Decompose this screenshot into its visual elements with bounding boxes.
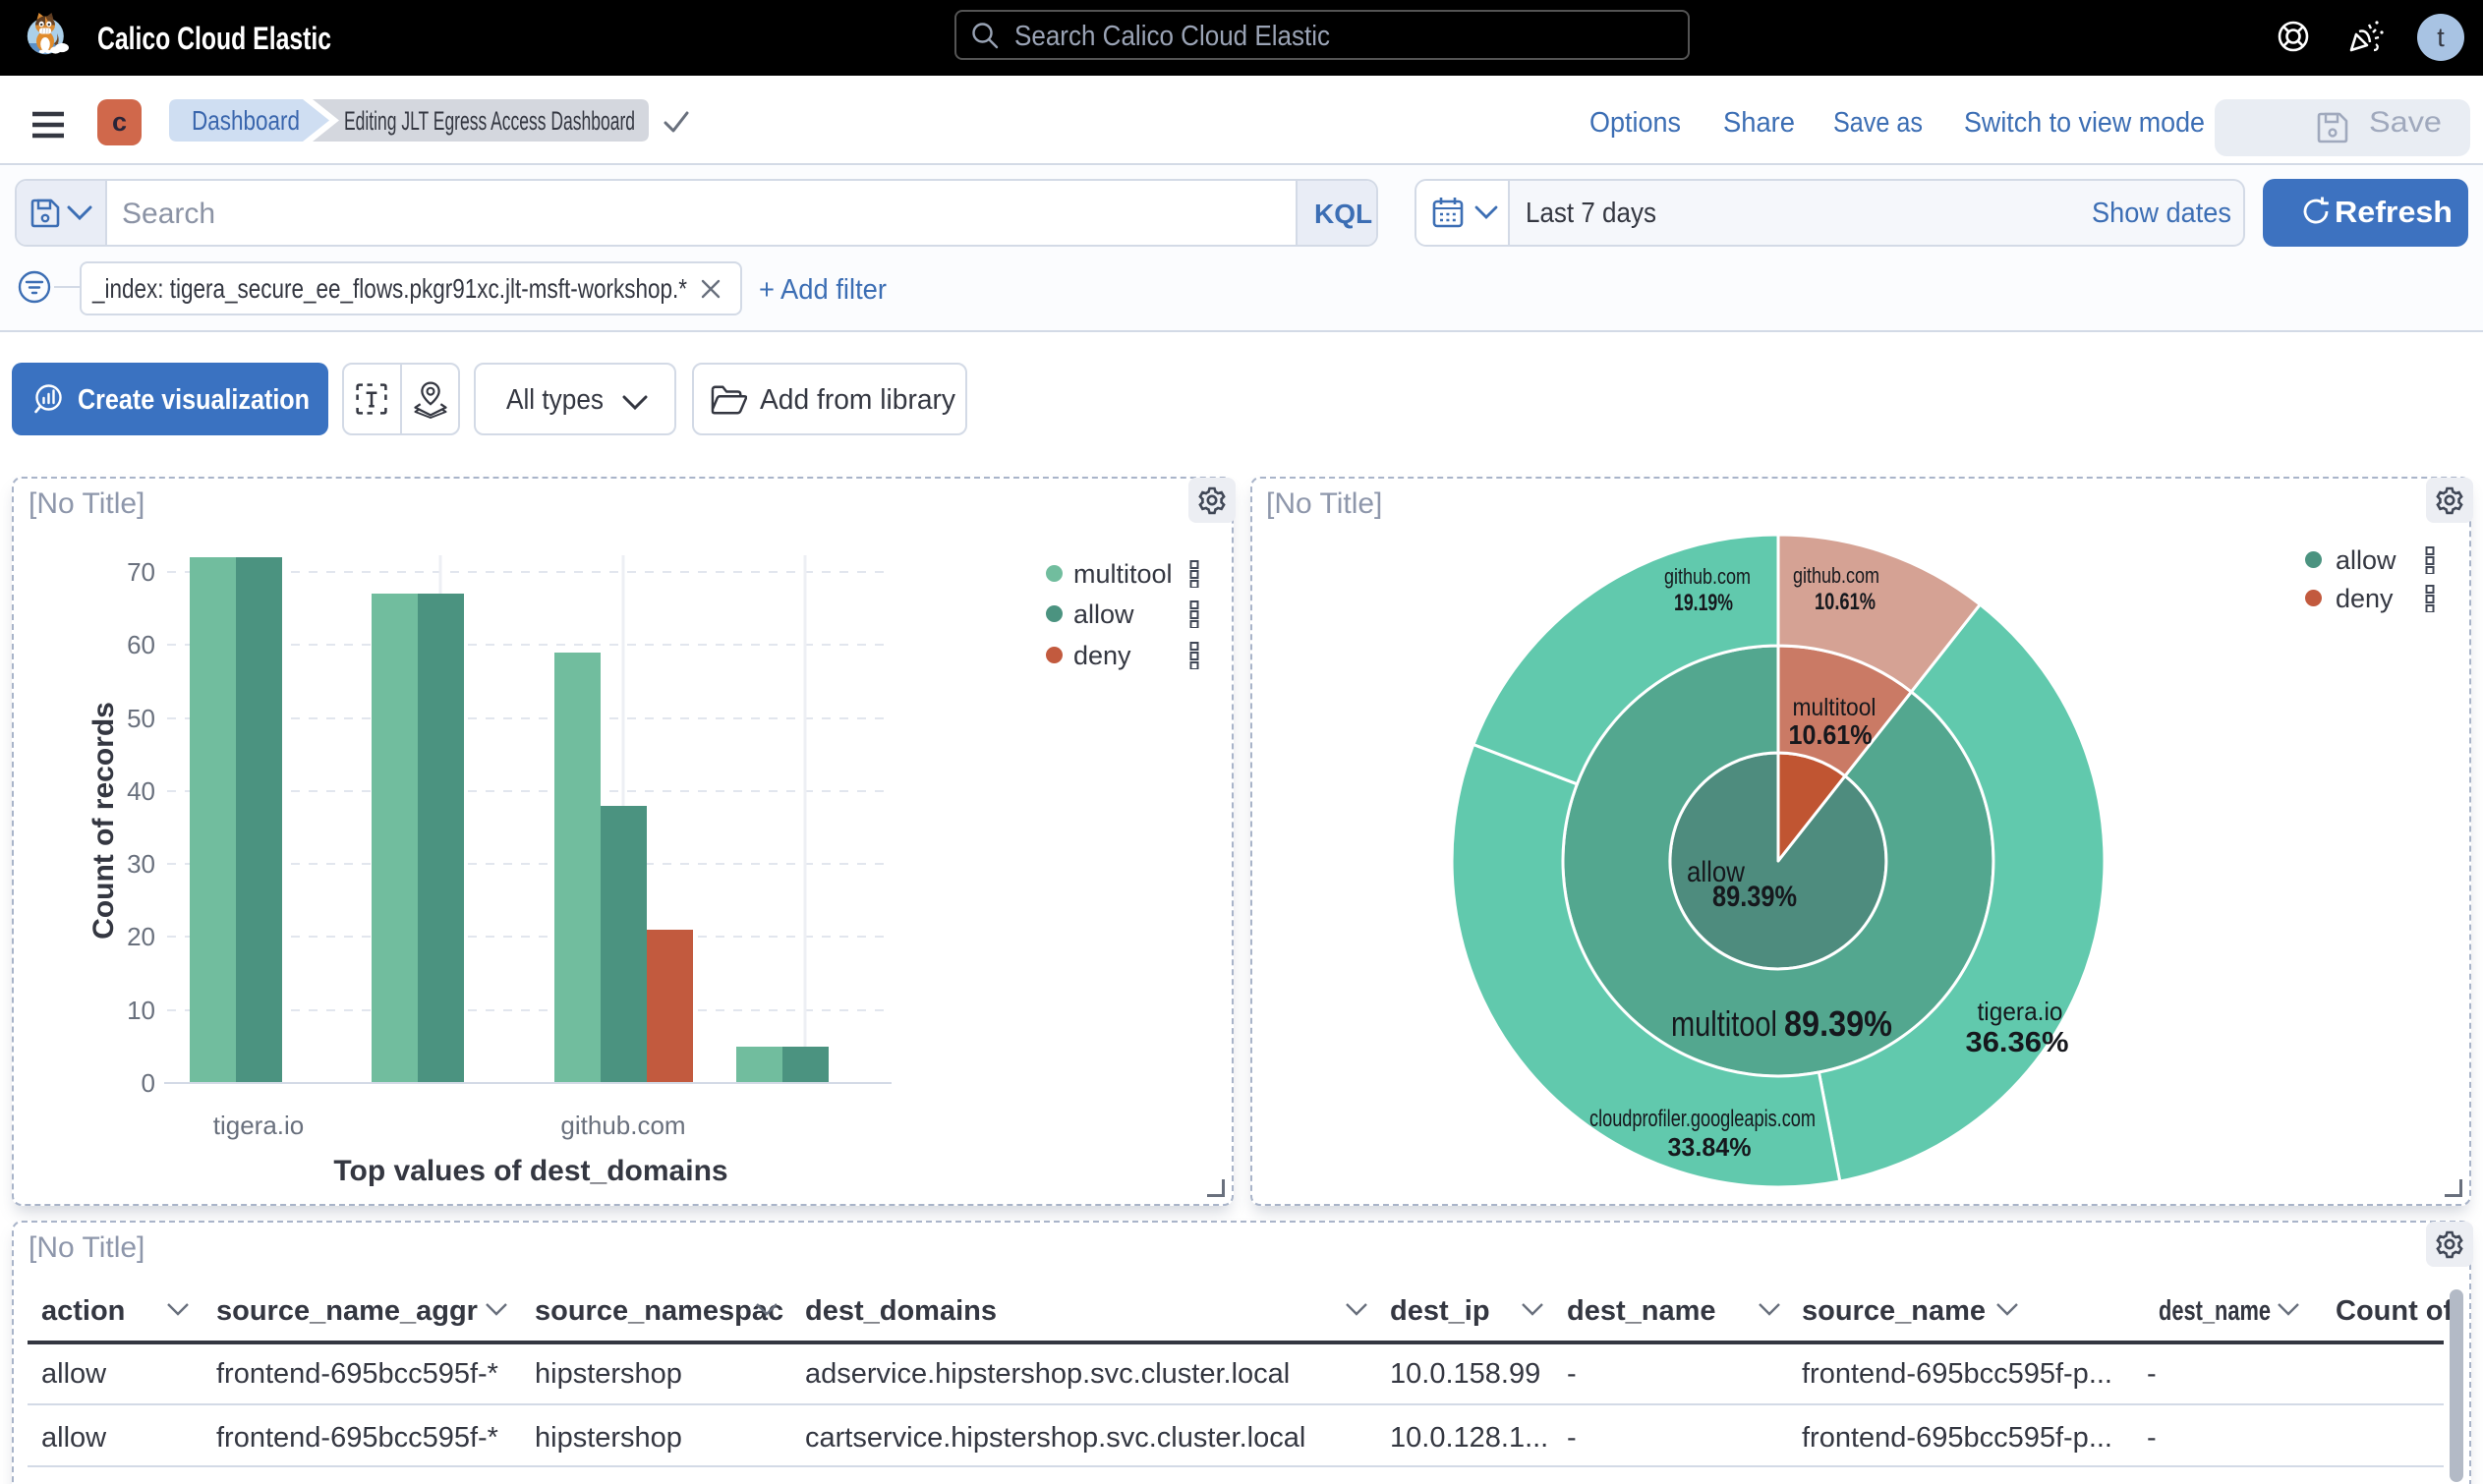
svg-text:10.61%: 10.61% xyxy=(1789,719,1873,750)
svg-text:Count of: Count of xyxy=(2336,1295,2454,1327)
svg-text:Switch to view mode: Switch to view mode xyxy=(1964,107,2205,139)
svg-text:dest_name: dest_name xyxy=(2159,1295,2271,1327)
svg-text:dest_name: dest_name xyxy=(1567,1295,1716,1327)
svg-text:10.0.128.1...: 10.0.128.1... xyxy=(1390,1422,1548,1454)
svg-text:Search Calico Cloud Elastic: Search Calico Cloud Elastic xyxy=(1014,21,1330,52)
svg-text:hipstershop: hipstershop xyxy=(535,1358,682,1390)
svg-text:cartservice.hipstershop.svc.cl: cartservice.hipstershop.svc.cluster.loca… xyxy=(805,1422,1305,1454)
svg-text:Calico Cloud Elastic: Calico Cloud Elastic xyxy=(97,21,331,56)
svg-text:frontend-695bcc595f-p...: frontend-695bcc595f-p... xyxy=(1802,1422,2112,1454)
svg-text:Top values of dest_domains: Top values of dest_domains xyxy=(333,1155,727,1187)
svg-text:dest_domains: dest_domains xyxy=(805,1295,997,1327)
svg-text:Dashboard: Dashboard xyxy=(192,105,300,136)
svg-text:40: 40 xyxy=(127,776,155,806)
svg-text:allow: allow xyxy=(41,1358,107,1390)
svg-text:source_namespac: source_namespac xyxy=(535,1295,783,1327)
svg-text:36.36%: 36.36% xyxy=(1966,1027,2069,1058)
svg-text:allow: allow xyxy=(1687,856,1745,888)
svg-text:60: 60 xyxy=(127,630,155,659)
svg-text:frontend-695bcc595f-*: frontend-695bcc595f-* xyxy=(216,1422,498,1454)
svg-text:Show dates: Show dates xyxy=(2092,198,2231,229)
svg-text:20: 20 xyxy=(127,922,155,951)
svg-text:frontend-695bcc595f-p...: frontend-695bcc595f-p... xyxy=(1802,1358,2112,1390)
svg-text:Last 7 days: Last 7 days xyxy=(1526,198,1656,229)
svg-text:Add from library: Add from library xyxy=(760,384,955,416)
svg-text:source_name_aggr: source_name_aggr xyxy=(216,1295,478,1327)
svg-text:action: action xyxy=(41,1295,125,1327)
svg-text:github.com: github.com xyxy=(1664,564,1751,589)
svg-text:github.com: github.com xyxy=(560,1111,685,1140)
svg-text:All types: All types xyxy=(506,384,604,416)
svg-text:tigera.io: tigera.io xyxy=(213,1111,305,1140)
svg-text:70: 70 xyxy=(127,557,155,587)
svg-text:0: 0 xyxy=(142,1068,155,1098)
svg-text:30: 30 xyxy=(127,849,155,879)
svg-text:Create visualization: Create visualization xyxy=(78,384,310,416)
svg-text:adservice.hipstershop.svc.clus: adservice.hipstershop.svc.cluster.local xyxy=(805,1358,1290,1390)
svg-text:-: - xyxy=(1567,1422,1577,1454)
svg-text:89.39%: 89.39% xyxy=(1712,881,1797,913)
svg-text:10.0.158.99: 10.0.158.99 xyxy=(1390,1358,1540,1390)
svg-text:multitool: multitool xyxy=(1793,694,1877,721)
svg-text:allow: allow xyxy=(41,1422,107,1454)
svg-text:frontend-695bcc595f-*: frontend-695bcc595f-* xyxy=(216,1358,498,1390)
svg-text:Save as: Save as xyxy=(1833,107,1923,139)
svg-text:Editing JLT Egress Access Dash: Editing JLT Egress Access Dashboard xyxy=(344,106,635,136)
svg-text:dest_ip: dest_ip xyxy=(1390,1295,1490,1327)
svg-text:19.19%: 19.19% xyxy=(1674,590,1733,616)
svg-text:10: 10 xyxy=(127,996,155,1025)
svg-text:cloudprofiler.googleapis.com: cloudprofiler.googleapis.com xyxy=(1589,1106,1816,1132)
svg-text:Count of records: Count of records xyxy=(87,702,120,940)
svg-text:tigera.io: tigera.io xyxy=(1978,997,2063,1026)
svg-text:+ Add filter: + Add filter xyxy=(759,274,887,306)
svg-text:-: - xyxy=(2147,1422,2157,1454)
svg-text:89.39%: 89.39% xyxy=(1784,1003,1892,1044)
svg-text:_index: tigera_secure_ee_flows: _index: tigera_secure_ee_flows.pkgr91xc.… xyxy=(91,273,687,304)
svg-text:source_name: source_name xyxy=(1802,1295,1986,1327)
svg-text:50: 50 xyxy=(127,704,155,733)
svg-text:-: - xyxy=(1567,1358,1577,1390)
svg-text:33.84%: 33.84% xyxy=(1668,1132,1752,1162)
svg-text:multitool: multitool xyxy=(1671,1003,1777,1044)
svg-text:Save: Save xyxy=(2369,106,2442,139)
svg-text:Refresh: Refresh xyxy=(2335,195,2453,229)
svg-text:github.com: github.com xyxy=(1793,563,1879,588)
svg-text:Options: Options xyxy=(1589,107,1681,139)
svg-text:Share: Share xyxy=(1723,107,1795,139)
svg-text:hipstershop: hipstershop xyxy=(535,1422,682,1454)
svg-text:-: - xyxy=(2147,1358,2157,1390)
svg-text:10.61%: 10.61% xyxy=(1815,589,1876,615)
